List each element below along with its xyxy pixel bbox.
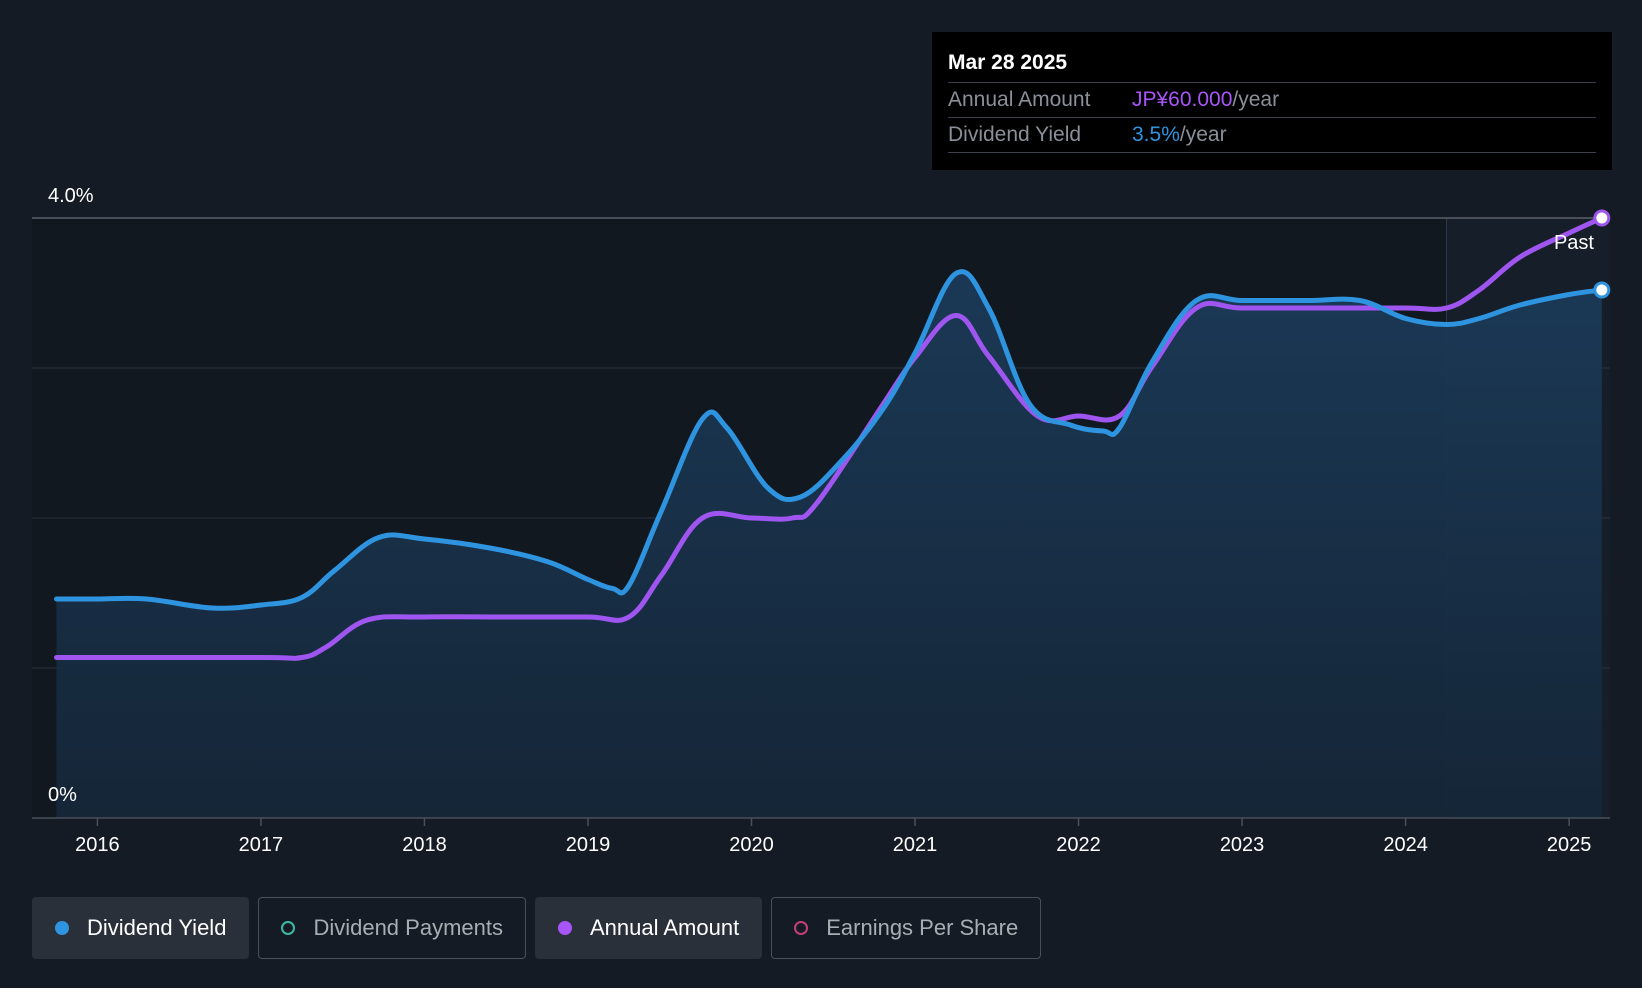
dividend-yield-area bbox=[56, 271, 1602, 818]
dividend-yield-end-point bbox=[1593, 281, 1611, 299]
earnings-per-share-dot-icon bbox=[794, 921, 809, 935]
legend-dividend-payments-button[interactable]: Dividend Payments bbox=[258, 897, 526, 959]
x-tick-label-2021: 2021 bbox=[893, 834, 938, 856]
x-tick-label-2017: 2017 bbox=[239, 834, 284, 856]
x-tick-label-2020: 2020 bbox=[729, 834, 774, 856]
x-tick-label-2025: 2025 bbox=[1547, 834, 1592, 856]
x-tick-label-2023: 2023 bbox=[1220, 834, 1265, 856]
tooltip-annual-amount-value: JP¥60.000 bbox=[1132, 88, 1233, 111]
tooltip: Mar 28 2025 Annual Amount JP¥60.000 /yea… bbox=[932, 32, 1612, 170]
x-tick-label-2018: 2018 bbox=[402, 834, 447, 856]
x-axis-ticks: 2016 2017 2018 2019 2020 2021 2022 2023 2024 2025 bbox=[75, 818, 1591, 856]
tooltip-annual-amount-unit: /year bbox=[1232, 88, 1280, 111]
tooltip-date: Mar 28 2025 bbox=[948, 32, 1596, 83]
legend-dividend-payments-label: Dividend Payments bbox=[313, 915, 503, 940]
legend-annual-amount-label: Annual Amount bbox=[589, 915, 740, 940]
x-tick-label-2022: 2022 bbox=[1056, 834, 1101, 856]
tooltip-dividend-yield-label: Dividend Yield bbox=[948, 123, 1082, 146]
annual-amount-dot-icon bbox=[557, 921, 572, 935]
dividend-payments-dot-icon bbox=[281, 921, 296, 935]
tooltip-dividend-yield-value: 3.5% bbox=[1132, 123, 1180, 146]
annual-amount-end-point bbox=[1593, 209, 1611, 227]
legend-earnings-per-share-label: Earnings Per Share bbox=[826, 915, 1019, 940]
legend-dividend-yield-button[interactable]: Dividend Yield bbox=[32, 897, 250, 959]
dividend-yield-line bbox=[54, 269, 1605, 611]
tooltip-dividend-yield-row: Dividend Yield 3.5% /year bbox=[948, 118, 1596, 153]
legend-earnings-per-share-button[interactable]: Earnings Per Share bbox=[771, 897, 1042, 959]
x-tick-label-2024: 2024 bbox=[1383, 834, 1428, 856]
dividend-yield-dot-icon bbox=[55, 921, 69, 935]
tooltip-dividend-yield-unit: /year bbox=[1179, 123, 1227, 146]
tooltip-annual-amount-label: Annual Amount bbox=[948, 88, 1091, 111]
y-tick-label-bottom: 0% bbox=[48, 784, 77, 806]
x-tick-label-2016: 2016 bbox=[75, 834, 120, 856]
x-tick-label-2019: 2019 bbox=[566, 834, 611, 856]
legend-dividend-yield-label: Dividend Yield bbox=[87, 915, 227, 940]
legend: Dividend Yield Dividend Payments Annual … bbox=[32, 897, 1050, 959]
y-tick-label-top: 4.0% bbox=[48, 185, 94, 207]
dividend-chart: 2016 2017 2018 2019 2020 2021 2022 2023 2024 2025… bbox=[32, 185, 1611, 856]
tooltip-annual-amount-row: Annual Amount JP¥60.000 /year bbox=[948, 83, 1596, 118]
past-label: Past bbox=[1554, 232, 1594, 254]
legend-annual-amount-button[interactable]: Annual Amount bbox=[534, 897, 763, 959]
